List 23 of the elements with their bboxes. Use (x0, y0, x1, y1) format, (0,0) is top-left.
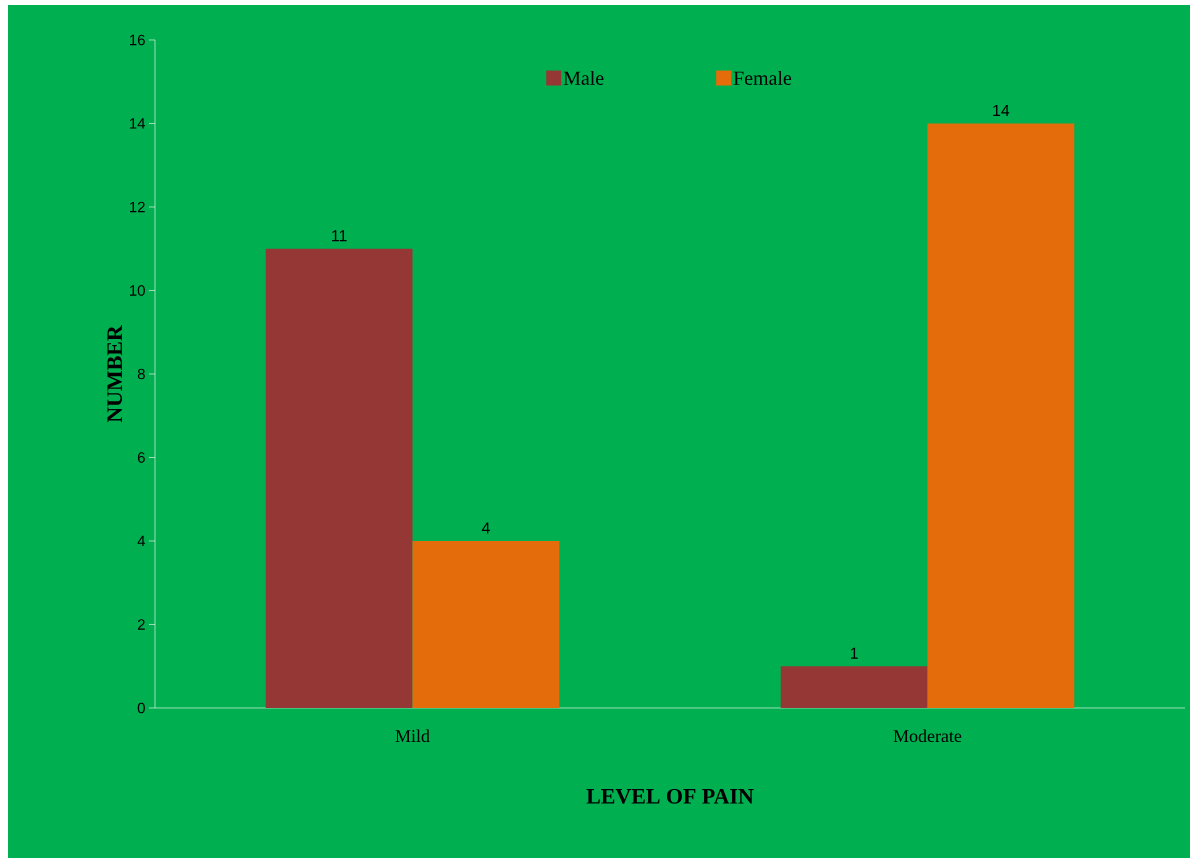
legend-label: Female (733, 70, 792, 85)
y-tick-label: 0 (137, 702, 145, 714)
y-tick-label: 8 (137, 368, 145, 380)
y-tick-label: 4 (137, 535, 146, 547)
bar (780, 666, 928, 708)
y-tick-label: 10 (130, 285, 145, 296)
y-tick-label: 14 (130, 118, 146, 129)
bar (265, 248, 413, 708)
x-axis-title: LEVEL OF PAIN (586, 788, 754, 804)
data-label: 14 (993, 104, 1010, 116)
legend-label: Male (563, 70, 604, 85)
y-axis-title: NUMBER (107, 325, 123, 423)
y-tick-label: 16 (130, 34, 145, 46)
data-label: 1 (850, 647, 858, 659)
y-tick-label: 12 (130, 201, 145, 213)
y-tick-label: 6 (137, 452, 145, 463)
y-tick-label: 2 (137, 619, 145, 630)
x-tick-label: Mild (395, 729, 430, 743)
x-tick-label: Moderate (893, 729, 962, 743)
data-label: 4 (481, 522, 490, 534)
bar (412, 540, 560, 708)
data-label: 11 (332, 230, 347, 242)
bar (927, 123, 1075, 708)
